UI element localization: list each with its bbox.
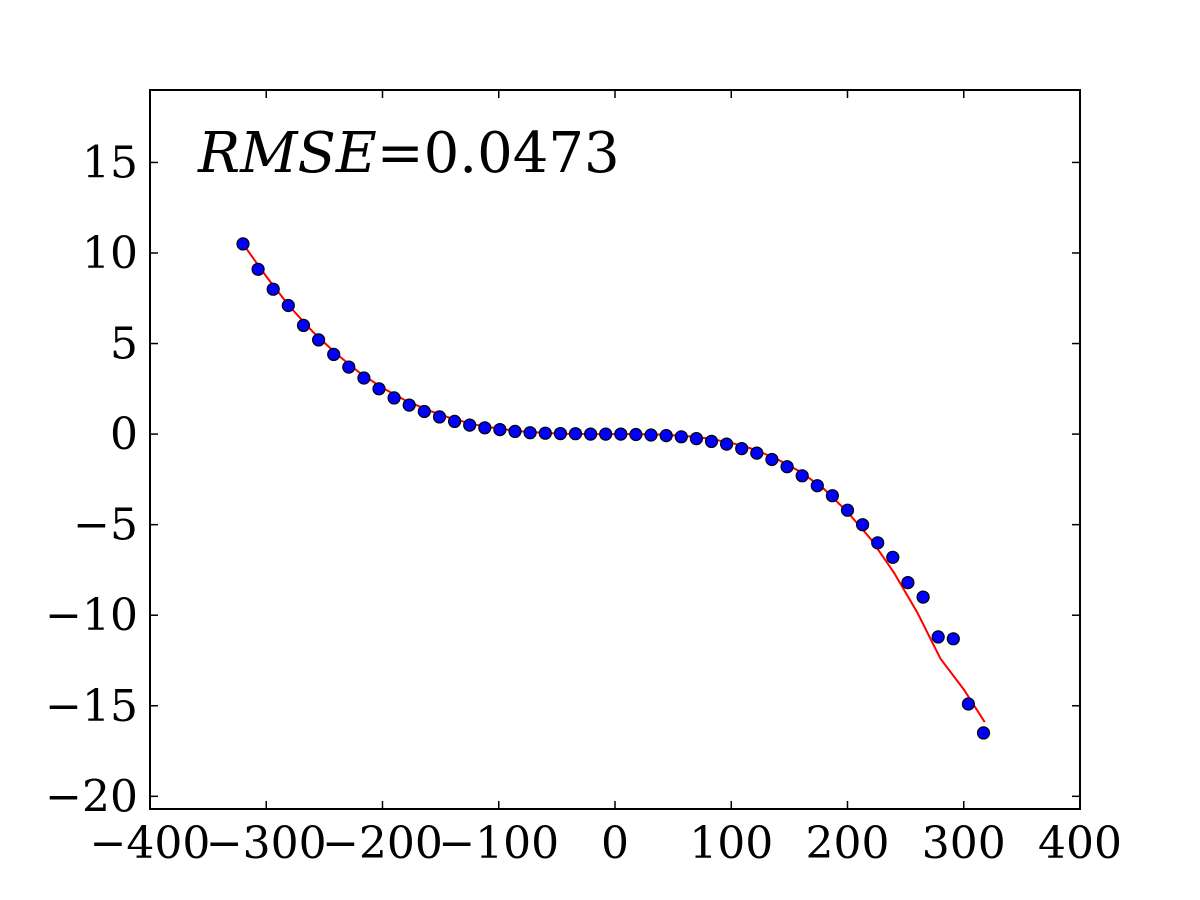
data-point [976,726,991,740]
data-point [780,460,794,474]
data-point [493,423,507,437]
data-point [266,282,280,296]
data-point [886,550,900,564]
data-point [568,427,583,441]
y-tick-label: 10 [82,228,138,279]
x-tick-label: 300 [922,818,1006,869]
y-axis-ticks: −20 −15 −10 −5 0 5 10 15 [45,137,1080,822]
data-point [402,398,416,412]
rmse-annotation: RMSE=0.0473 [197,121,620,186]
x-tick-label: −300 [206,818,327,869]
data-point [659,429,673,443]
data-point [553,427,568,441]
data-points-layer [236,237,991,740]
data-point [387,391,401,405]
data-point [674,430,688,444]
y-tick-label: −10 [45,590,138,641]
x-tick-label: −100 [438,818,559,869]
x-tick-label: 0 [601,818,629,869]
data-point [871,536,885,550]
data-point [599,427,613,441]
x-tick-label: −200 [322,818,443,869]
data-point [432,410,447,424]
data-point [614,427,628,441]
data-point [644,428,658,442]
y-tick-label: 15 [82,137,138,188]
data-point [689,432,704,446]
data-point [478,421,492,435]
x-tick-label: 200 [806,818,890,869]
data-point [448,414,462,428]
data-point [296,318,311,332]
y-tick-label: −15 [45,681,138,732]
rmse-annotation-rhs: =0.0473 [377,121,620,186]
data-point [281,298,295,313]
y-tick-label: −20 [45,771,138,822]
data-point [750,446,764,460]
data-point [251,262,265,276]
data-point [735,442,749,456]
data-point [946,632,960,646]
x-axis-ticks: −400−300−200−100 0 100 200 300 400 [90,90,1122,869]
data-point [236,237,250,251]
data-point [523,426,537,440]
data-point [312,333,326,347]
x-tick-label: 100 [689,818,773,869]
data-point [916,590,930,604]
data-point [629,427,643,442]
rmse-annotation-lhs: RMSE [197,121,377,186]
data-point [931,630,945,644]
y-tick-label: 0 [110,409,138,460]
data-point [765,452,779,467]
y-tick-label: 5 [110,319,138,370]
data-point [719,437,734,451]
x-tick-label: −400 [90,818,211,869]
data-point [961,697,976,711]
data-point [840,503,855,517]
data-point [538,426,552,440]
data-point [810,479,824,493]
data-point [342,360,356,374]
data-point [855,518,870,532]
data-point [825,489,840,503]
data-point [704,434,719,448]
data-point [327,347,341,361]
data-point [463,418,477,432]
x-tick-label: 400 [1038,818,1122,869]
data-point [417,404,431,419]
data-point [583,427,598,441]
y-tick-label: −5 [73,500,138,551]
data-point [901,575,915,590]
data-point [372,382,386,396]
data-point [795,469,809,483]
data-point [508,424,522,438]
data-point [357,371,371,385]
